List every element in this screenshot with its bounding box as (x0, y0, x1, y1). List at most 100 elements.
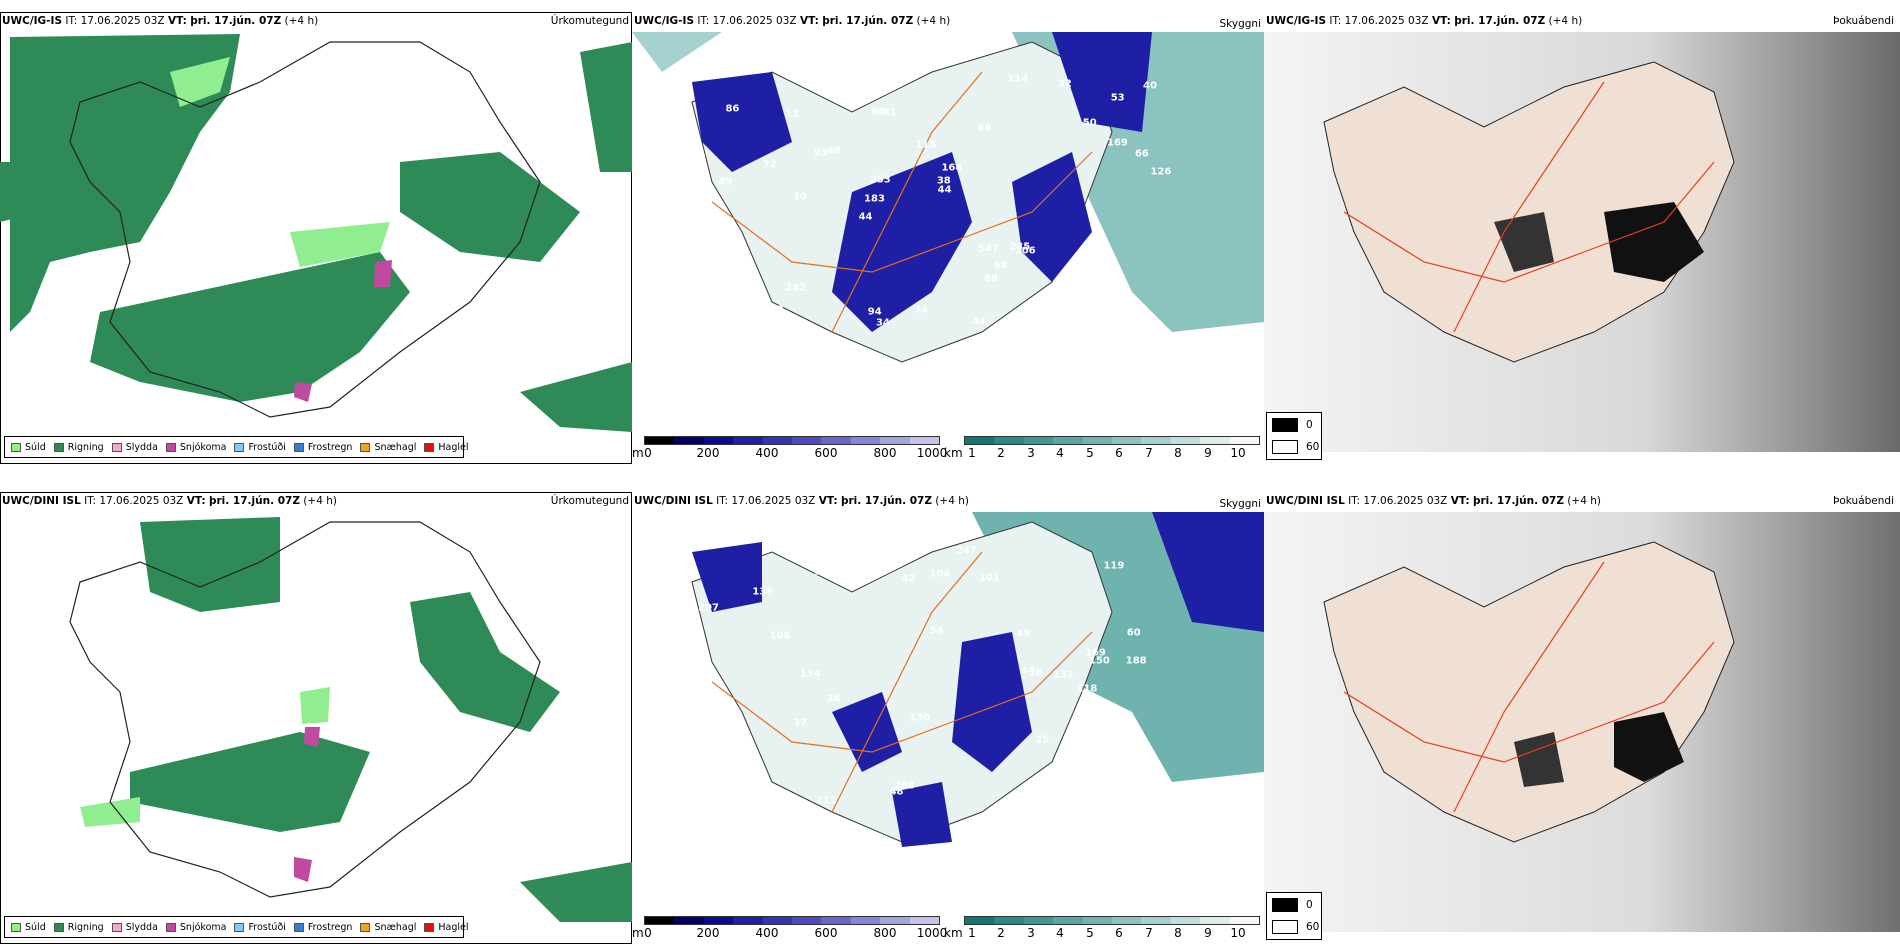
fog-legend-swatch (1272, 898, 1298, 912)
road-network (1343, 81, 1715, 333)
valid-label: VT: (1431, 15, 1451, 27)
rain-area (410, 592, 560, 732)
cloud-base-label: 131 (1052, 669, 1074, 681)
valid-time: þri. 17.jún. 07Z (208, 495, 300, 507)
colorbar-scale (644, 436, 940, 445)
rain-area (140, 517, 280, 612)
colorbar-tick: 1000 (916, 446, 948, 460)
fog-index-map-row2: UWC/DINI ISL IT: 17.06.2025 03Z VT: þri.… (1264, 492, 1900, 944)
lead-time: (+4 h) (303, 495, 337, 507)
cloud-base-label: 38 (703, 356, 718, 368)
colorbar-tick: 0 (644, 446, 652, 460)
cloud-base-label: 164 (941, 162, 963, 174)
cloud-base-label: 268 (893, 780, 915, 792)
colorbar-step (1082, 437, 1113, 444)
cloud-base-label: 66 (1134, 148, 1149, 160)
cloud-base-label: 60 (733, 285, 748, 297)
model-name: UWC/IG-IS (1266, 15, 1327, 27)
colorbar-step (994, 437, 1024, 444)
fog-legend-swatch (1272, 920, 1298, 934)
dense-fog-area (1514, 732, 1564, 787)
cloud-base-label: 49 (718, 176, 733, 188)
cloud-base-label: 44 (858, 211, 873, 223)
legend-item: Slydda (111, 922, 158, 933)
road-network (711, 551, 1093, 813)
init-time: IT: 17.06.2025 03Z (1329, 15, 1429, 27)
cloud-visibility-map-row1: UWC/IG-IS IT: 17.06.2025 03Z VT: þri. 17… (632, 12, 1264, 464)
cloud-base-label: 66 (870, 106, 885, 118)
fog-map-graphic (1264, 512, 1900, 932)
legend-label: Súld (25, 921, 46, 933)
colorbar-step (1053, 917, 1083, 924)
cloud-base-label: 44 (937, 184, 952, 196)
drizzle-area (290, 222, 390, 267)
colorbar-step (1200, 917, 1230, 924)
init-time: IT: 17.06.2025 03Z (84, 495, 184, 507)
colorbar-step (703, 917, 734, 924)
dense-fog-area (1604, 202, 1704, 282)
ceiling-colorbar: m 0 200 400 600 800 1000 (632, 436, 947, 462)
map-frame (0, 12, 632, 464)
dense-fog-area (1494, 212, 1554, 272)
legend-item: Frostúði (234, 922, 286, 933)
dense-fog-area (1614, 712, 1684, 782)
panel-title: Þokuábendi (1833, 495, 1894, 507)
colorbar-step (821, 437, 851, 444)
cloud-base-label: 37 (793, 717, 808, 729)
cloud-base-label: 169 (1085, 647, 1106, 659)
colorbar-step (1023, 437, 1054, 444)
colorbar-tick: 9 (1204, 446, 1212, 460)
legend-swatch (234, 442, 245, 452)
legend-swatch (234, 922, 245, 932)
snow-area (294, 857, 312, 882)
legend-item: Frostregn (293, 922, 352, 933)
cloud-base-label: 72 (762, 159, 777, 171)
cloud-base-label: 115 (915, 139, 937, 151)
rain-area (520, 862, 632, 922)
low-ceiling-area (832, 152, 972, 332)
colorbar-tick: 6 (1115, 446, 1123, 460)
valid-label: VT: (186, 495, 206, 507)
colorbar-step (909, 437, 940, 444)
colorbar-tick: 9 (1204, 926, 1212, 940)
colorbar-step (1229, 917, 1260, 924)
legend-item: Frostregn (293, 442, 352, 453)
legend-label: Snjókoma (179, 921, 227, 933)
colorbar-tick: 2 (997, 446, 1005, 460)
low-ceiling-area (832, 692, 902, 772)
legend-label: Slydda (125, 441, 158, 453)
cloud-base-label: 88 (983, 273, 998, 285)
colorbar-tick: 8 (1174, 926, 1182, 940)
cloud-base-label: 68 (698, 335, 713, 347)
cloud-base-label: 207 (698, 602, 719, 614)
cloud-visibility-map-row2: UWC/DINI ISL IT: 17.06.2025 03Z VT: þri.… (632, 492, 1264, 944)
cloud-base-label: 75 (740, 372, 755, 384)
colorbar-tick: 4 (1056, 446, 1064, 460)
precip-type-map-row2: UWC/DINI ISL IT: 17.06.2025 03Z VT: þri.… (0, 492, 632, 944)
panel-header: UWC/DINI ISL IT: 17.06.2025 03Z VT: þri.… (2, 495, 337, 507)
fog-index-map-row1: UWC/IG-IS IT: 17.06.2025 03Z VT: þri. 17… (1264, 12, 1900, 464)
panel-title: Úrkomutegund (550, 495, 629, 507)
fog-legend-swatch (1272, 440, 1298, 454)
panel-header: UWC/IG-IS IT: 17.06.2025 03Z VT: þri. 17… (634, 15, 950, 27)
cloud-base-label: 114 (1007, 73, 1029, 85)
drizzle-area (170, 57, 230, 107)
cloud-base-label: 126 (1150, 166, 1172, 178)
cloud-base-label: 45 (699, 366, 714, 378)
cloud-base-label: 155 (825, 552, 847, 564)
colorbar-tick: 5 (1086, 446, 1094, 460)
colorbar-step (1229, 437, 1260, 444)
legend-swatch (11, 442, 21, 452)
valid-label: VT: (799, 15, 819, 27)
colorbar-step (762, 437, 793, 444)
colorbar-tick: 3 (1027, 446, 1035, 460)
cloud-base-label: 86 (725, 103, 740, 115)
cloud-base-label: 547 (978, 243, 999, 255)
init-time: IT: 17.06.2025 03Z (1348, 495, 1448, 507)
colorbar-tick: 400 (755, 446, 779, 460)
legend-label: Rigning (67, 921, 104, 933)
colorbar-scale (644, 916, 940, 925)
legend-swatch (165, 922, 176, 932)
colorbar-step (792, 917, 822, 924)
legend-item: Snjókoma (165, 442, 226, 453)
